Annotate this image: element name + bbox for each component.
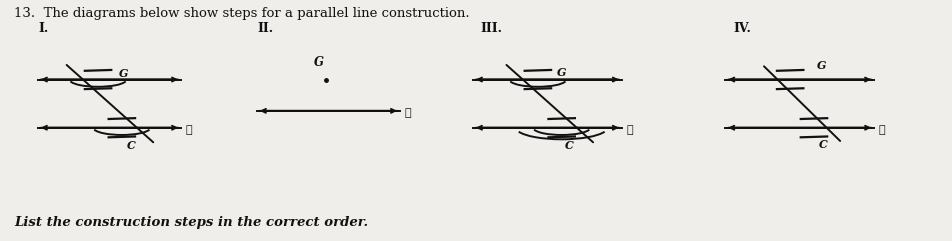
Text: C: C (819, 139, 827, 150)
Text: IV.: IV. (733, 22, 751, 35)
Text: ℓ: ℓ (405, 108, 411, 118)
Text: 13.  The diagrams below show steps for a parallel line construction.: 13. The diagrams below show steps for a … (14, 7, 470, 20)
Text: ℓ: ℓ (186, 125, 192, 135)
Text: C: C (565, 140, 573, 151)
Text: C: C (127, 140, 135, 151)
Text: II.: II. (257, 22, 273, 35)
Text: III.: III. (481, 22, 503, 35)
Text: G: G (557, 67, 566, 78)
Text: G: G (314, 56, 325, 69)
Text: ℓ: ℓ (626, 125, 633, 135)
Text: List the construction steps in the correct order.: List the construction steps in the corre… (14, 216, 368, 229)
Text: G: G (119, 68, 129, 79)
Text: I.: I. (38, 22, 49, 35)
Text: ℓ: ℓ (879, 125, 885, 135)
Text: G: G (817, 60, 826, 71)
